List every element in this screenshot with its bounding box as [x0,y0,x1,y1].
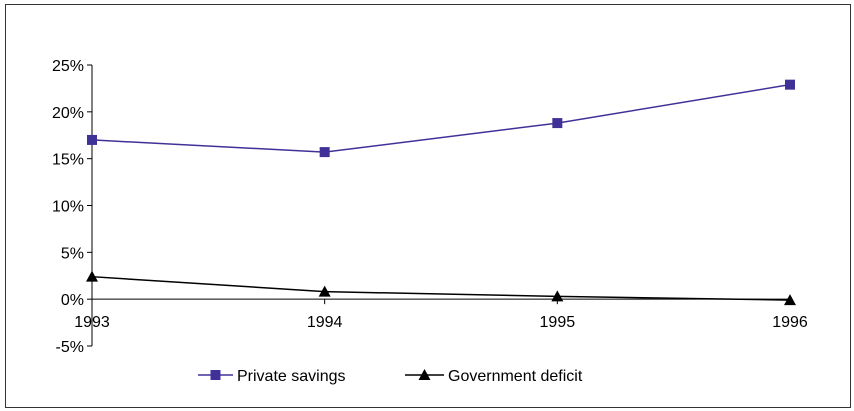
x-axis-ticks: 1993 1994 1995 1996 [74,299,808,331]
data-point-marker [785,79,795,90]
x-tick-label: 1994 [307,314,343,331]
legend-label: Private savings [237,368,346,385]
series-line [91,83,791,153]
y-tick-label: 20% [52,105,84,122]
chart-axes [91,65,790,346]
legend-label: Government deficit [448,368,583,385]
series-square [87,79,795,158]
legend-marker [418,369,431,380]
y-axis-ticks: -5% 0% 5% 10% 15% 20% 25% [52,58,92,356]
y-tick-label: 15% [52,152,84,169]
y-tick-label: 5% [61,245,84,262]
data-point-marker [87,134,97,145]
chart-frame [5,4,851,408]
x-tick-label: 1993 [74,314,110,331]
x-tick-label: 1996 [772,314,808,331]
legend-marker [210,370,221,380]
y-tick-label: 25% [52,58,84,75]
legend-item: Private savings [198,368,346,385]
data-point-marker [784,294,796,306]
data-point-marker [319,147,330,158]
series-line [91,275,791,301]
legend: Private savings Government deficit [198,368,583,385]
series-layer [86,79,796,306]
legend-item: Government deficit [405,368,583,385]
y-tick-label: 10% [52,199,84,216]
data-point-marker [318,285,331,297]
series-triangle [86,270,796,306]
x-tick-label: 1995 [540,314,576,331]
y-tick-label: -5% [56,339,84,356]
data-point-marker [551,290,564,302]
y-tick-label: 0% [61,292,84,309]
data-point-marker [552,118,563,129]
data-point-marker [86,270,98,282]
